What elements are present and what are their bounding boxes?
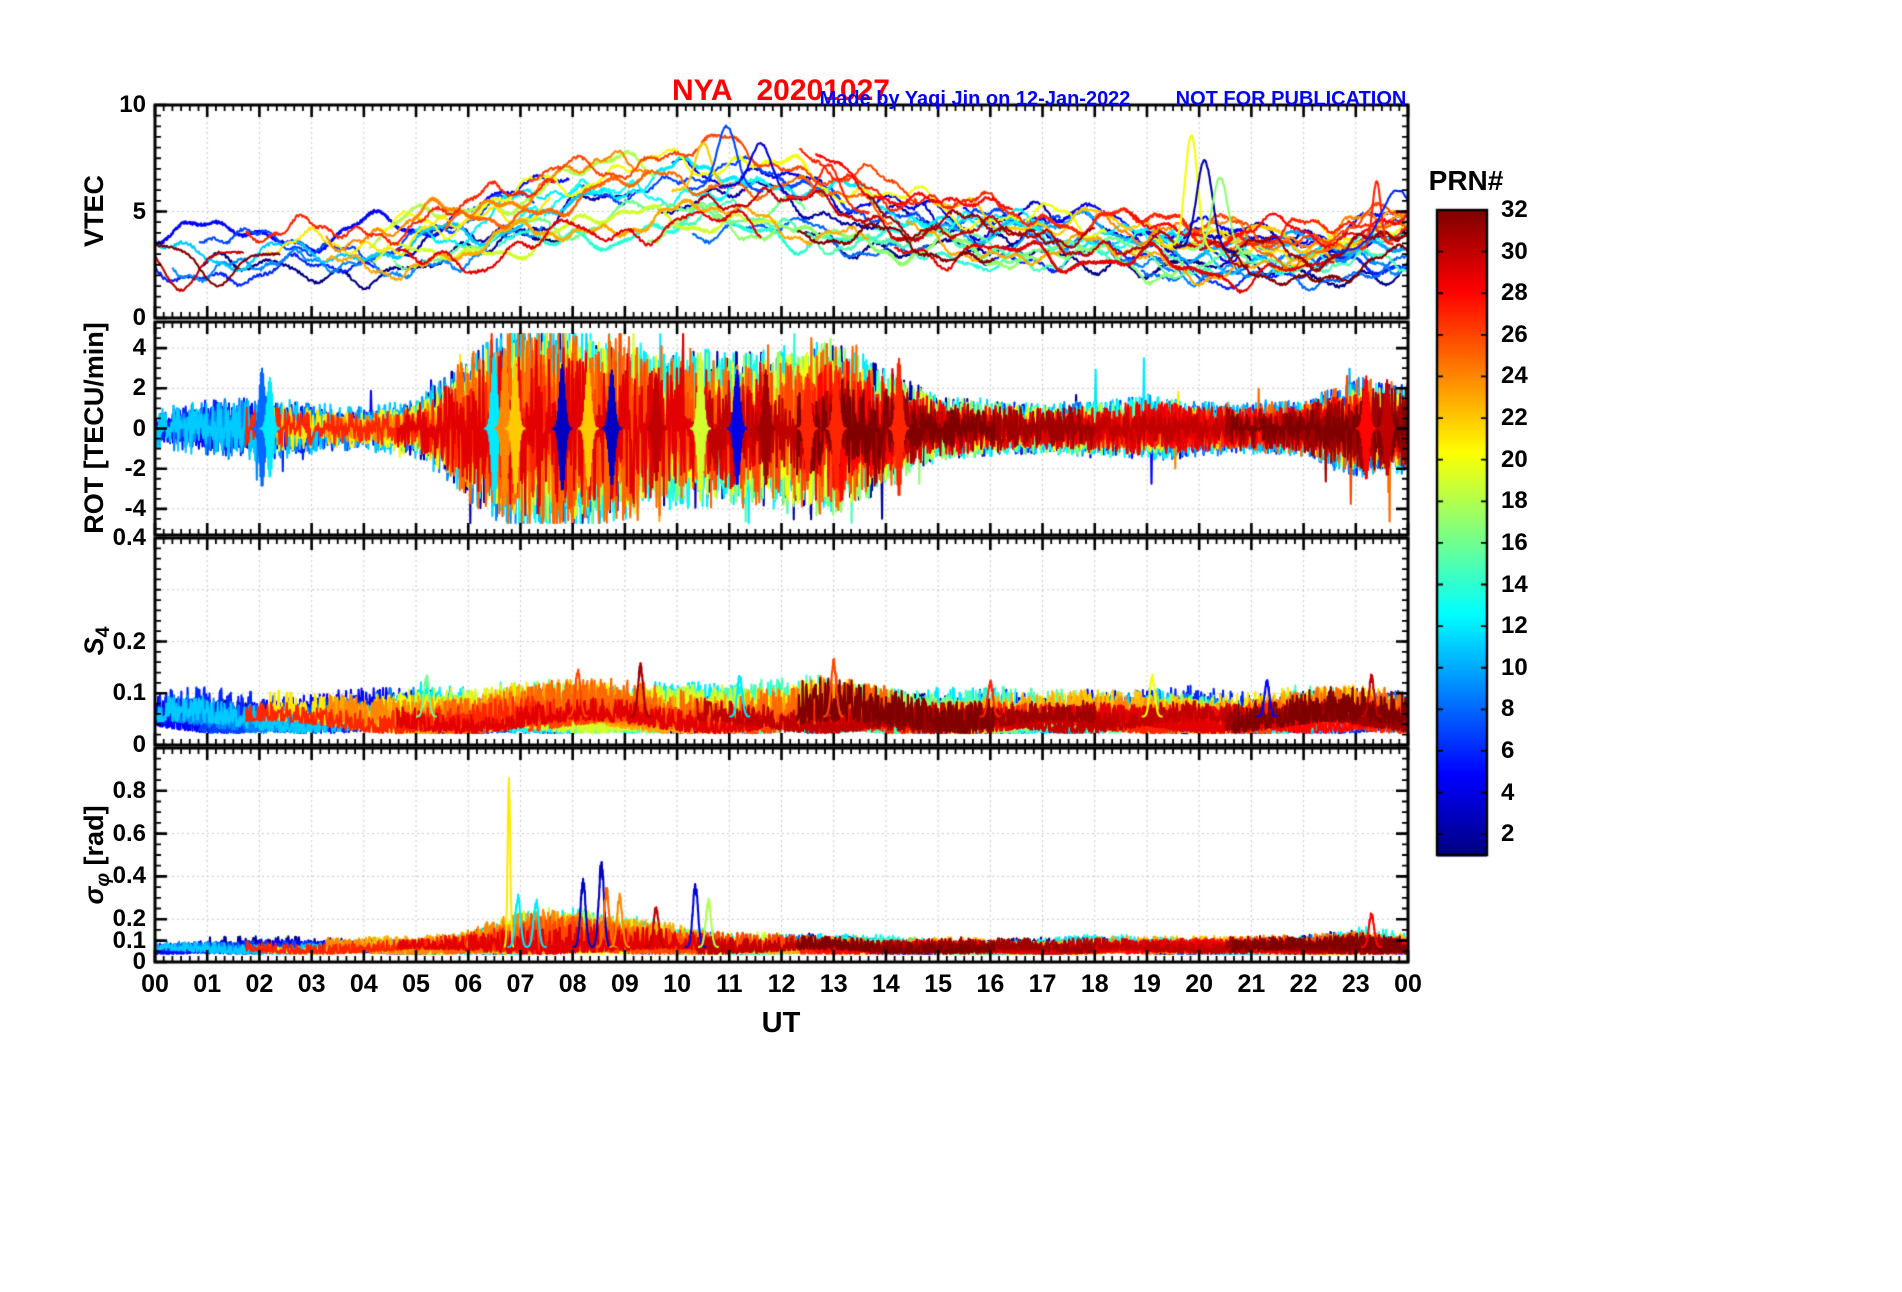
ylabel-main: VTEC (78, 174, 109, 248)
y-tick-label: 0.4 (112, 862, 146, 890)
y-tick-label: 0.6 (112, 819, 146, 847)
x-tick-label: 06 (454, 970, 483, 998)
x-tick-label: 05 (402, 970, 430, 998)
y-tick-label: 10 (119, 91, 146, 118)
colorbar-title: PRN# (1428, 165, 1504, 196)
x-tick-label: 08 (558, 970, 587, 998)
ylabel-main: S (78, 637, 109, 656)
y-tick-label: -4 (124, 494, 146, 522)
colorbar-tick-label: 2 (1501, 820, 1515, 848)
colorbar-tick-label: 8 (1501, 695, 1515, 723)
ylabel-sub: φ (92, 872, 115, 887)
y-tick-label: 0 (132, 304, 146, 331)
y-tick-label: 0.8 (112, 776, 146, 804)
x-tick-label: 04 (349, 970, 378, 998)
x-tick-label: 17 (1028, 970, 1057, 998)
colorbar-tick-label: 30 (1501, 237, 1528, 265)
x-tick-label: 11 (716, 970, 743, 998)
plot-title: NYA 20201027 (672, 74, 890, 107)
colorbar-tick-label: 26 (1501, 320, 1528, 348)
x-tick-label: 12 (767, 970, 796, 998)
colorbar-tick-label: 14 (1501, 570, 1528, 598)
y-tick-label: 0.1 (112, 926, 146, 954)
x-tick-label: 13 (819, 970, 848, 998)
y-tick-label: 0 (132, 414, 146, 442)
x-tick-label: 00 (1394, 970, 1422, 998)
colorbar-tick-label: 6 (1501, 736, 1515, 764)
y-axis-label-sigma-phi: σφ [rad] (79, 805, 115, 904)
colorbar-tick-label: 12 (1501, 612, 1528, 640)
colorbar-tick-label: 22 (1501, 404, 1528, 432)
x-tick-label: 16 (976, 970, 1005, 998)
y-axis-label-s4: S4 (79, 627, 115, 656)
x-tick-label: 01 (193, 970, 222, 998)
x-tick-label: 02 (245, 970, 274, 998)
x-tick-label: 09 (610, 970, 639, 998)
colorbar-tick-label: 32 (1501, 196, 1528, 223)
colorbar-tick-label: 4 (1501, 778, 1515, 806)
colorbar-tick-label: 24 (1501, 362, 1528, 390)
ylabel-main: σ (78, 886, 109, 905)
x-tick-label: 21 (1237, 970, 1266, 998)
y-axis-label-vtec: VTEC (79, 175, 115, 247)
y-tick-label: 2 (132, 374, 146, 402)
x-tick-label: 18 (1080, 970, 1109, 998)
y-tick-label: -2 (124, 454, 146, 482)
colorbar-tick-label: 20 (1501, 445, 1528, 473)
x-tick-label: 10 (663, 970, 691, 998)
colorbar-tick-label: 16 (1501, 528, 1528, 556)
ylabel-sub: 4 (92, 626, 115, 638)
ylabel-main: ROT [TECU/min] (78, 322, 109, 534)
y-tick-label: 0 (132, 731, 146, 758)
y-tick-label: 0.4 (112, 524, 146, 551)
y-tick-label: 4 (132, 334, 146, 362)
y-tick-label: 0 (132, 948, 146, 975)
x-tick-label: 03 (297, 970, 326, 998)
x-tick-label: 22 (1289, 970, 1318, 998)
x-tick-label: 19 (1133, 970, 1161, 998)
credit-text: Made by Yaqi Jin on 12-Jan-2022 (819, 88, 1131, 110)
x-tick-label: 23 (1341, 970, 1370, 998)
y-axis-label-rot: ROT [TECU/min] (79, 322, 115, 533)
colorbar-tick-label: 18 (1501, 487, 1528, 515)
x-tick-label: 00 (141, 970, 169, 998)
publication-notice: NOT FOR PUBLICATION (1175, 88, 1407, 110)
x-tick-label: 07 (506, 970, 535, 998)
colorbar-tick-label: 28 (1501, 279, 1528, 307)
x-tick-label: 14 (872, 970, 900, 998)
y-tick-label: 0.2 (112, 905, 146, 933)
ylabel-rest: [rad] (78, 805, 109, 873)
x-axis-label: UT (761, 1007, 801, 1039)
x-tick-label: 20 (1185, 970, 1214, 998)
y-tick-label: 5 (132, 197, 146, 225)
colorbar-tick-label: 10 (1501, 653, 1528, 681)
y-tick-label: 0.1 (112, 679, 146, 707)
x-tick-label: 15 (924, 970, 953, 998)
y-tick-label: 0.2 (112, 627, 146, 655)
